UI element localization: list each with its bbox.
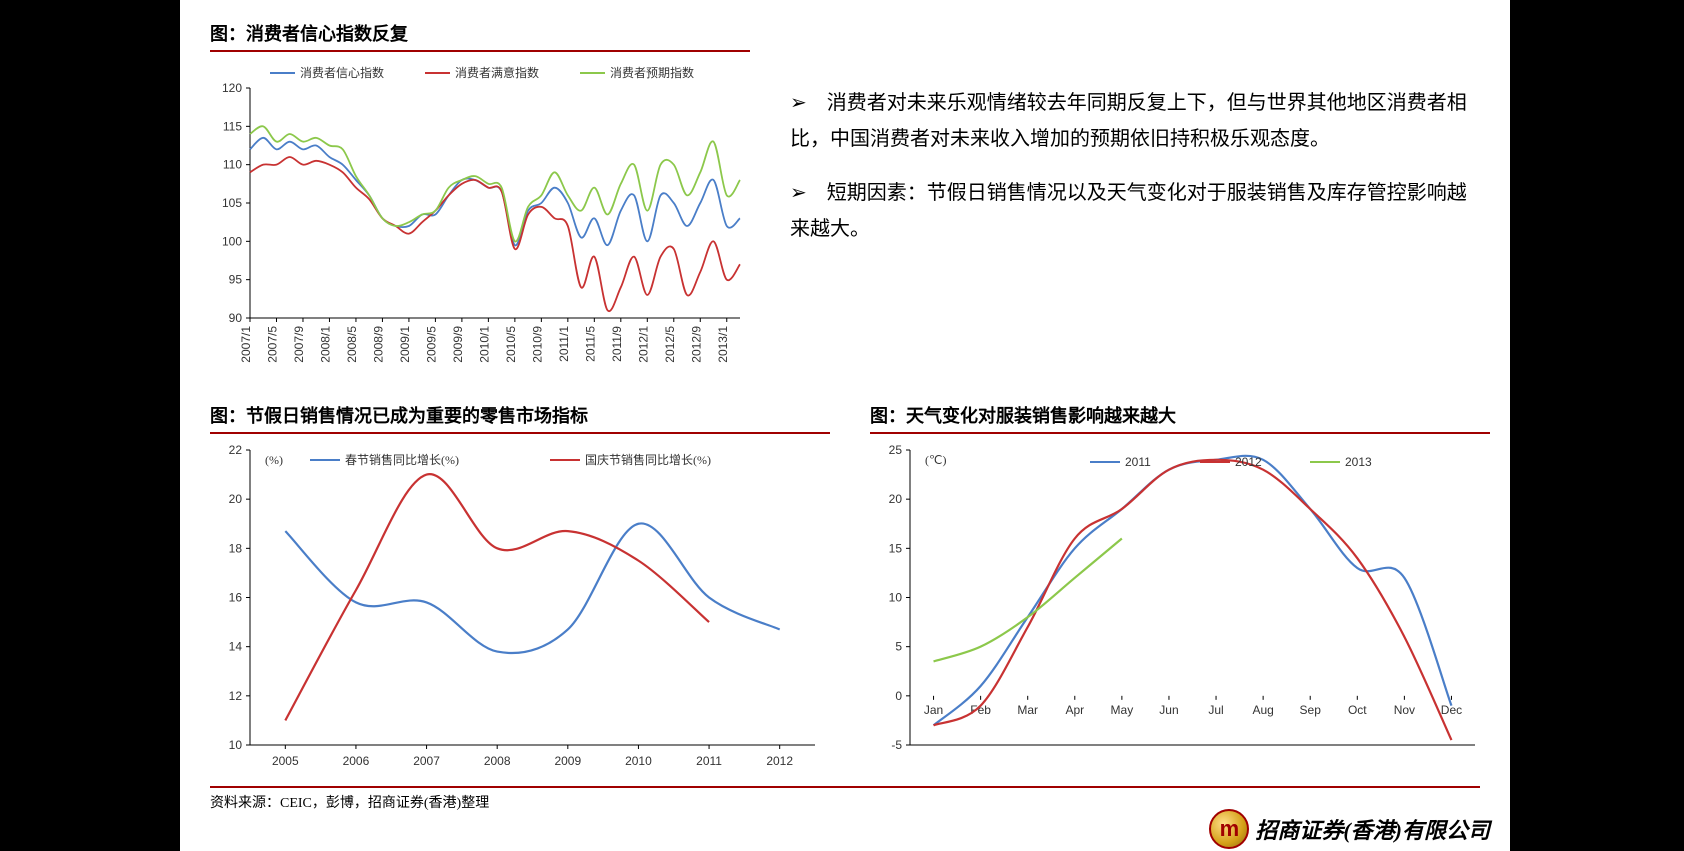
svg-text:22: 22 [229, 443, 243, 457]
top-row: 图：消费者信心指数反复 90 95 100 105 110 115 120 2007/1 200… [210, 20, 1480, 388]
bullet-item: ➢ 消费者对未来乐观情绪较去年同期反复上下，但与世界其他地区消费者相比，中国消费… [790, 85, 1480, 157]
svg-text:2011/9: 2011/9 [610, 326, 624, 362]
svg-text:2009/9: 2009/9 [451, 326, 465, 363]
svg-text:110: 110 [223, 158, 242, 172]
svg-text:5: 5 [895, 640, 902, 654]
svg-text:2013: 2013 [1345, 455, 1372, 469]
svg-text:105: 105 [222, 196, 242, 210]
svg-text:(%): (%) [265, 453, 283, 467]
svg-text:2012/1: 2012/1 [636, 326, 650, 363]
bottom-row: 图：节假日销售情况已成为重要的零售市场指标 101214161820222005… [210, 402, 1480, 780]
svg-text:春节销售同比增长(%): 春节销售同比增长(%) [345, 452, 459, 467]
svg-text:May: May [1111, 703, 1134, 717]
svg-text:2013/1: 2013/1 [716, 326, 730, 363]
svg-text:Mar: Mar [1017, 703, 1038, 717]
bullet-item: ➢ 短期因素：节假日销售情况以及天气变化对于服装销售及库存管控影响越来越大。 [790, 175, 1480, 247]
svg-text:2012: 2012 [1235, 455, 1262, 469]
svg-text:10: 10 [229, 738, 243, 752]
company-name: 招商证券(香港)有限公司 [1255, 813, 1490, 845]
chart2-svg: 10 12 14 16 18 20 22 2005 2006 2007 2008 2009 2010 20… [210, 440, 830, 780]
svg-text:2011: 2011 [1125, 455, 1151, 469]
svg-text:2012/9: 2012/9 [689, 326, 703, 363]
svg-text:2007/5: 2007/5 [265, 326, 279, 363]
svg-text:18: 18 [229, 541, 243, 555]
svg-text:2010/9: 2010/9 [530, 326, 544, 363]
svg-text:(℃): (℃) [925, 453, 946, 467]
svg-text:2010: 2010 [625, 754, 652, 768]
svg-text:Nov: Nov [1394, 703, 1415, 717]
chart3-container: 图：天气变化对服装销售影响越来越大 -50510152025JanFebMarA… [870, 402, 1490, 780]
svg-text:14: 14 [229, 640, 243, 654]
svg-text:2008: 2008 [484, 754, 511, 768]
document-page: 图：消费者信心指数反复 90951001051101151202007/1200… [180, 0, 1510, 851]
svg-text:2010/5: 2010/5 [504, 326, 518, 363]
svg-text:消费者预期指数: 消费者预期指数 [610, 65, 694, 80]
commentary: ➢ 消费者对未来乐观情绪较去年同期反复上下，但与世界其他地区消费者相比，中国消费… [790, 20, 1480, 388]
svg-text:12: 12 [229, 689, 243, 703]
chart2-title: 图：节假日销售情况已成为重要的零售市场指标 [210, 402, 830, 434]
svg-text:120: 120 [222, 81, 242, 95]
svg-text:-5: -5 [891, 738, 902, 752]
svg-text:2011/5: 2011/5 [583, 326, 597, 362]
chart1-title: 图：消费者信心指数反复 [210, 20, 750, 52]
svg-text:Oct: Oct [1348, 703, 1367, 717]
svg-text:消费者满意指数: 消费者满意指数 [455, 65, 539, 80]
svg-text:95: 95 [229, 273, 243, 287]
svg-text:Apr: Apr [1065, 703, 1084, 717]
svg-text:2011/1: 2011/1 [557, 326, 571, 362]
svg-text:2009/5: 2009/5 [424, 326, 438, 363]
logo-icon: m [1209, 809, 1249, 849]
svg-text:2012/5: 2012/5 [663, 326, 677, 363]
svg-text:10: 10 [889, 591, 903, 605]
svg-text:2005: 2005 [272, 754, 299, 768]
svg-text:2007/1: 2007/1 [239, 326, 253, 363]
svg-text:Sep: Sep [1300, 703, 1322, 717]
svg-text:国庆节销售同比增长(%): 国庆节销售同比增长(%) [585, 452, 711, 467]
svg-text:2011: 2011 [696, 754, 722, 768]
svg-text:2010/1: 2010/1 [477, 326, 491, 363]
svg-text:2009/1: 2009/1 [398, 326, 412, 363]
svg-text:2008/5: 2008/5 [345, 326, 359, 363]
bullet-list: ➢ 消费者对未来乐观情绪较去年同期反复上下，但与世界其他地区消费者相比，中国消费… [790, 85, 1480, 247]
chart3-title: 图：天气变化对服装销售影响越来越大 [870, 402, 1490, 434]
svg-text:Jan: Jan [924, 703, 943, 717]
svg-text:2009: 2009 [554, 754, 581, 768]
svg-text:20: 20 [229, 492, 243, 506]
svg-text:2008/1: 2008/1 [318, 326, 332, 363]
svg-text:115: 115 [223, 119, 242, 133]
company-logo: m 招商证券(香港)有限公司 [1209, 809, 1490, 849]
svg-text:15: 15 [889, 541, 903, 555]
svg-text:16: 16 [229, 591, 243, 605]
svg-text:0: 0 [895, 689, 902, 703]
svg-text:100: 100 [222, 234, 242, 248]
svg-text:2008/9: 2008/9 [371, 326, 385, 363]
chart1-container: 图：消费者信心指数反复 90 95 100 105 110 115 120 2007/1 200… [210, 20, 750, 388]
chart2-container: 图：节假日销售情况已成为重要的零售市场指标 10 12 14 16 18 20 22 2005… [210, 402, 830, 780]
svg-text:消费者信心指数: 消费者信心指数 [300, 65, 384, 80]
svg-text:2006: 2006 [343, 754, 370, 768]
svg-text:90: 90 [229, 311, 243, 325]
svg-text:Jun: Jun [1159, 703, 1178, 717]
chart1-svg: 90 95 100 105 110 115 120 2007/1 2007/5 2007/9 200… [210, 58, 750, 388]
svg-text:25: 25 [889, 443, 903, 457]
chart3-svg: -50510152025JanFebMarAprMayJunJulAugSepO… [870, 440, 1490, 780]
svg-text:2007: 2007 [413, 754, 440, 768]
svg-text:2007/9: 2007/9 [292, 326, 306, 363]
svg-text:Jul: Jul [1208, 703, 1223, 717]
svg-text:2012: 2012 [766, 754, 793, 768]
svg-text:Aug: Aug [1252, 703, 1273, 717]
svg-text:20: 20 [889, 492, 903, 506]
